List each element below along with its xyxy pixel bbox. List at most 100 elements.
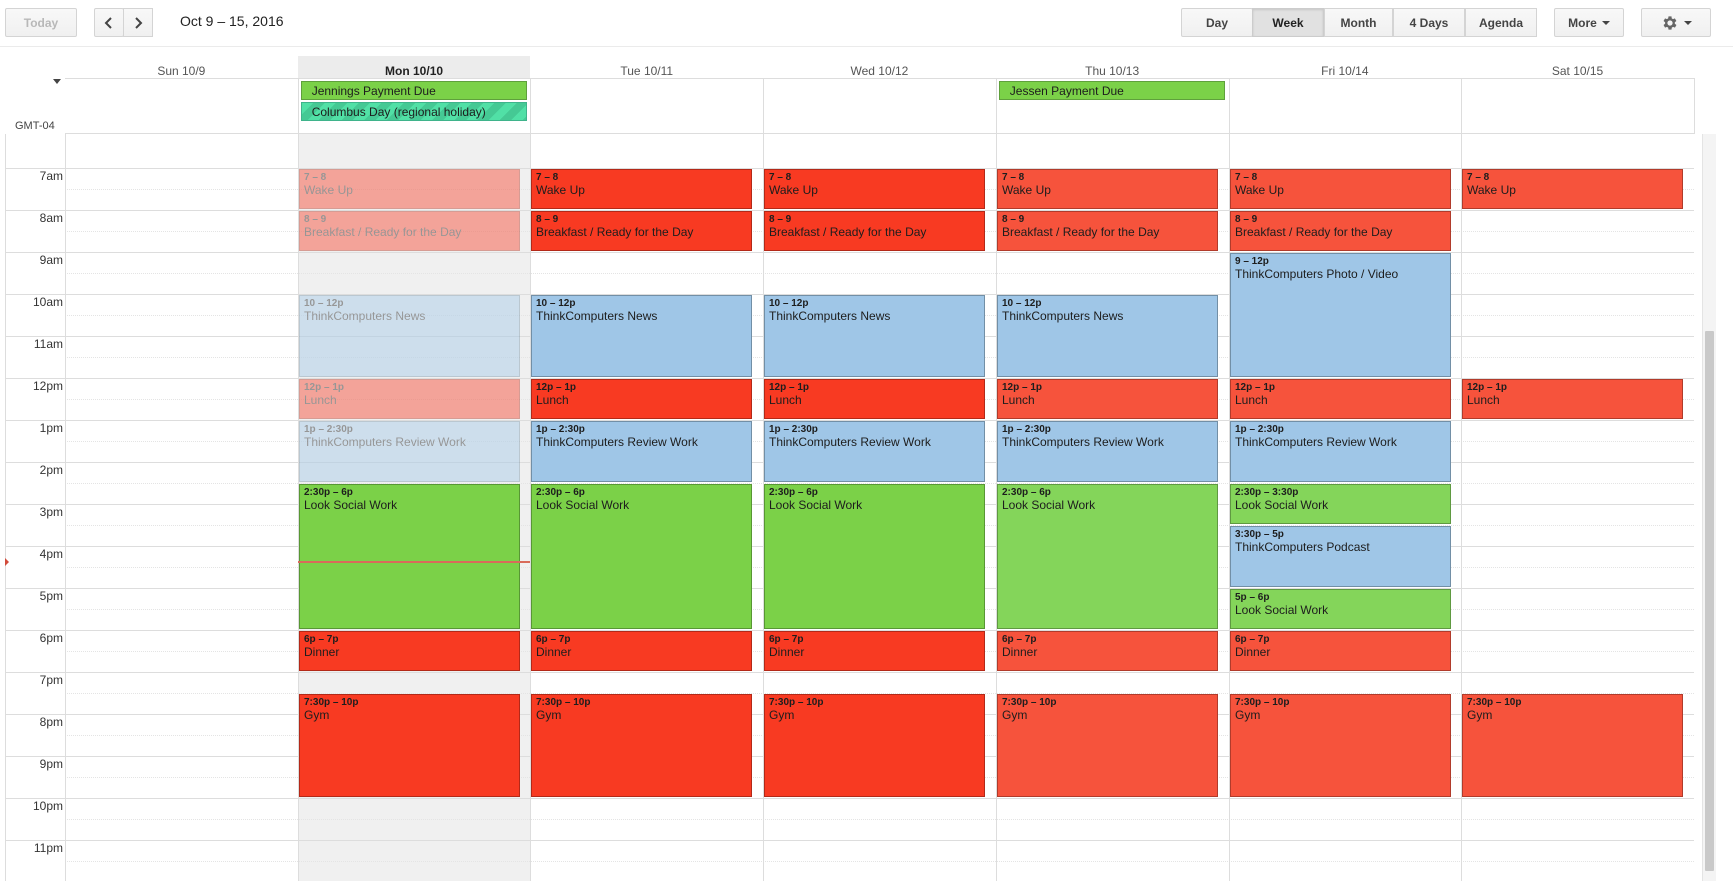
calendar-event[interactable]: 10 – 12p ThinkComputers News <box>531 295 752 377</box>
event-title: Lunch <box>536 393 569 407</box>
allday-area[interactable] <box>65 78 1694 134</box>
day-header-4[interactable]: Thu 10/13 <box>1085 64 1140 78</box>
calendar-event[interactable]: 9 – 12p ThinkComputers Photo / Video <box>1230 253 1451 377</box>
calendar-event[interactable]: 2:30p – 6p Look Social Work <box>299 484 520 629</box>
calendar-event[interactable]: 1p – 2:30p ThinkComputers Review Work <box>997 421 1218 482</box>
settings-button[interactable] <box>1641 8 1711 37</box>
calendar-event[interactable]: 6p – 7p Dinner <box>531 631 752 671</box>
calendar-event[interactable]: 8 – 9 Breakfast / Ready for the Day <box>299 211 520 251</box>
event-title: Breakfast / Ready for the Day <box>304 225 462 239</box>
allday-event[interactable]: Jennings Payment Due <box>300 81 528 100</box>
calendar-event[interactable]: 3:30p – 5p ThinkComputers Podcast <box>1230 526 1451 587</box>
view-day-button[interactable]: Day <box>1181 8 1253 37</box>
event-time: 1p – 2:30p <box>769 424 818 435</box>
calendar-event[interactable]: 12p – 1p Lunch <box>531 379 752 419</box>
hour-gutter-line <box>5 252 65 253</box>
calendar-event[interactable]: 2:30p – 3:30p Look Social Work <box>1230 484 1451 524</box>
time-grid[interactable]: 7am 8am 9am 10am 11am 12pm 1pm 2pm 3pm 4pm 5pm 6pm 7… <box>0 134 1694 881</box>
calendar-event[interactable]: 6p – 7p Dinner <box>764 631 985 671</box>
caret-down-icon <box>1683 20 1692 25</box>
calendar-event[interactable]: 7:30p – 10p Gym <box>764 694 985 797</box>
day-header-0[interactable]: Sun 10/9 <box>157 64 206 78</box>
next-week-button[interactable] <box>123 8 153 37</box>
calendar-event[interactable]: 5p – 6p Look Social Work <box>1230 589 1451 629</box>
event-title: ThinkComputers Review Work <box>769 435 931 449</box>
event-time: 8 – 9 <box>304 214 327 225</box>
scrollbar-thumb[interactable] <box>1705 331 1714 871</box>
calendar-event[interactable]: 8 – 9 Breakfast / Ready for the Day <box>1230 211 1451 251</box>
day-header-5[interactable]: Fri 10/14 <box>1321 64 1369 78</box>
event-time: 2:30p – 6p <box>1002 487 1051 498</box>
calendar-event[interactable]: 1p – 2:30p ThinkComputers Review Work <box>764 421 985 482</box>
chevron-right-icon <box>135 16 143 29</box>
calendar-event[interactable]: 7:30p – 10p Gym <box>299 694 520 797</box>
event-title: Look Social Work <box>769 498 863 512</box>
calendar-event[interactable]: 2:30p – 6p Look Social Work <box>764 484 985 629</box>
event-title: Lunch <box>1467 393 1500 407</box>
today-button[interactable]: Today <box>5 8 77 37</box>
allday-event[interactable]: Jessen Payment Due <box>998 81 1226 100</box>
half-hour-line <box>65 273 1694 274</box>
calendar-event[interactable]: 12p – 1p Lunch <box>1462 379 1683 419</box>
event-title: Gym <box>1235 708 1261 722</box>
calendar-event[interactable]: 2:30p – 6p Look Social Work <box>531 484 752 629</box>
calendar-event[interactable]: 1p – 2:30p ThinkComputers Review Work <box>299 421 520 482</box>
event-title: ThinkComputers News <box>1002 309 1124 323</box>
calendar-event[interactable]: 7:30p – 10p Gym <box>1462 694 1683 797</box>
event-time: 8 – 9 <box>1002 214 1025 225</box>
allday-column-divider <box>763 78 765 134</box>
calendar-event[interactable]: 8 – 9 Breakfast / Ready for the Day <box>764 211 985 251</box>
calendar-event[interactable]: 7:30p – 10p Gym <box>1230 694 1451 797</box>
calendar-event[interactable]: 8 – 9 Breakfast / Ready for the Day <box>531 211 752 251</box>
calendar-event[interactable]: 12p – 1p Lunch <box>764 379 985 419</box>
prev-week-button[interactable] <box>94 8 124 37</box>
more-button[interactable]: More <box>1554 8 1624 37</box>
event-title: Breakfast / Ready for the Day <box>1002 225 1160 239</box>
half-hour-line <box>65 483 1694 484</box>
calendar-event[interactable]: 6p – 7p Dinner <box>1230 631 1451 671</box>
calendar-event[interactable]: 7 – 8 Wake Up <box>531 169 752 209</box>
chevron-left-icon <box>104 16 112 29</box>
event-title: Dinner <box>304 645 340 659</box>
calendar-event[interactable]: 2:30p – 6p Look Social Work <box>997 484 1218 629</box>
day-header-6[interactable]: Sat 10/15 <box>1551 64 1604 78</box>
view-month-button[interactable]: Month <box>1324 8 1393 37</box>
calendar-event[interactable]: 12p – 1p Lunch <box>997 379 1218 419</box>
calendar-event[interactable]: 12p – 1p Lunch <box>299 379 520 419</box>
calendar-event[interactable]: 6p – 7p Dinner <box>299 631 520 671</box>
day-column-divider <box>996 134 997 881</box>
view-agenda-button[interactable]: Agenda <box>1465 8 1537 37</box>
collapse-allday-icon[interactable] <box>53 79 61 84</box>
calendar-event[interactable]: 6p – 7p Dinner <box>997 631 1218 671</box>
hour-line <box>65 840 1694 841</box>
calendar-event[interactable]: 7:30p – 10p Gym <box>997 694 1218 797</box>
view-week-button[interactable]: Week <box>1252 8 1324 37</box>
calendar-event[interactable]: 8 – 9 Breakfast / Ready for the Day <box>997 211 1218 251</box>
calendar-event[interactable]: 1p – 2:30p ThinkComputers Review Work <box>1230 421 1451 482</box>
calendar-event[interactable]: 7 – 8 Wake Up <box>1462 169 1683 209</box>
day-header-1[interactable]: Mon 10/10 <box>385 64 444 78</box>
allday-event[interactable]: Columbus Day (regional holiday) <box>300 102 528 121</box>
view-4days-button[interactable]: 4 Days <box>1393 8 1465 37</box>
day-header-2[interactable]: Tue 10/11 <box>620 64 674 78</box>
calendar-event[interactable]: 10 – 12p ThinkComputers News <box>764 295 985 377</box>
event-title: Look Social Work <box>1235 603 1329 617</box>
calendar-event[interactable]: 7:30p – 10p Gym <box>531 694 752 797</box>
calendar-event[interactable]: 7 – 8 Wake Up <box>1230 169 1451 209</box>
calendar-event[interactable]: 12p – 1p Lunch <box>1230 379 1451 419</box>
day-column-divider <box>1461 134 1462 881</box>
event-time: 2:30p – 6p <box>769 487 818 498</box>
calendar-event[interactable]: 7 – 8 Wake Up <box>299 169 520 209</box>
event-title: Gym <box>536 708 562 722</box>
day-header-3[interactable]: Wed 10/12 <box>850 64 909 78</box>
event-time: 6p – 7p <box>536 634 571 645</box>
day-column-divider <box>763 134 764 881</box>
calendar-event[interactable]: 7 – 8 Wake Up <box>997 169 1218 209</box>
calendar-event[interactable]: 10 – 12p ThinkComputers News <box>997 295 1218 377</box>
half-hour-line <box>65 861 1694 862</box>
hour-label: 10am <box>32 295 63 309</box>
calendar-event[interactable]: 1p – 2:30p ThinkComputers Review Work <box>531 421 752 482</box>
calendar-event[interactable]: 7 – 8 Wake Up <box>764 169 985 209</box>
grid-scrollbar[interactable] <box>1702 134 1716 881</box>
calendar-event[interactable]: 10 – 12p ThinkComputers News <box>299 295 520 377</box>
